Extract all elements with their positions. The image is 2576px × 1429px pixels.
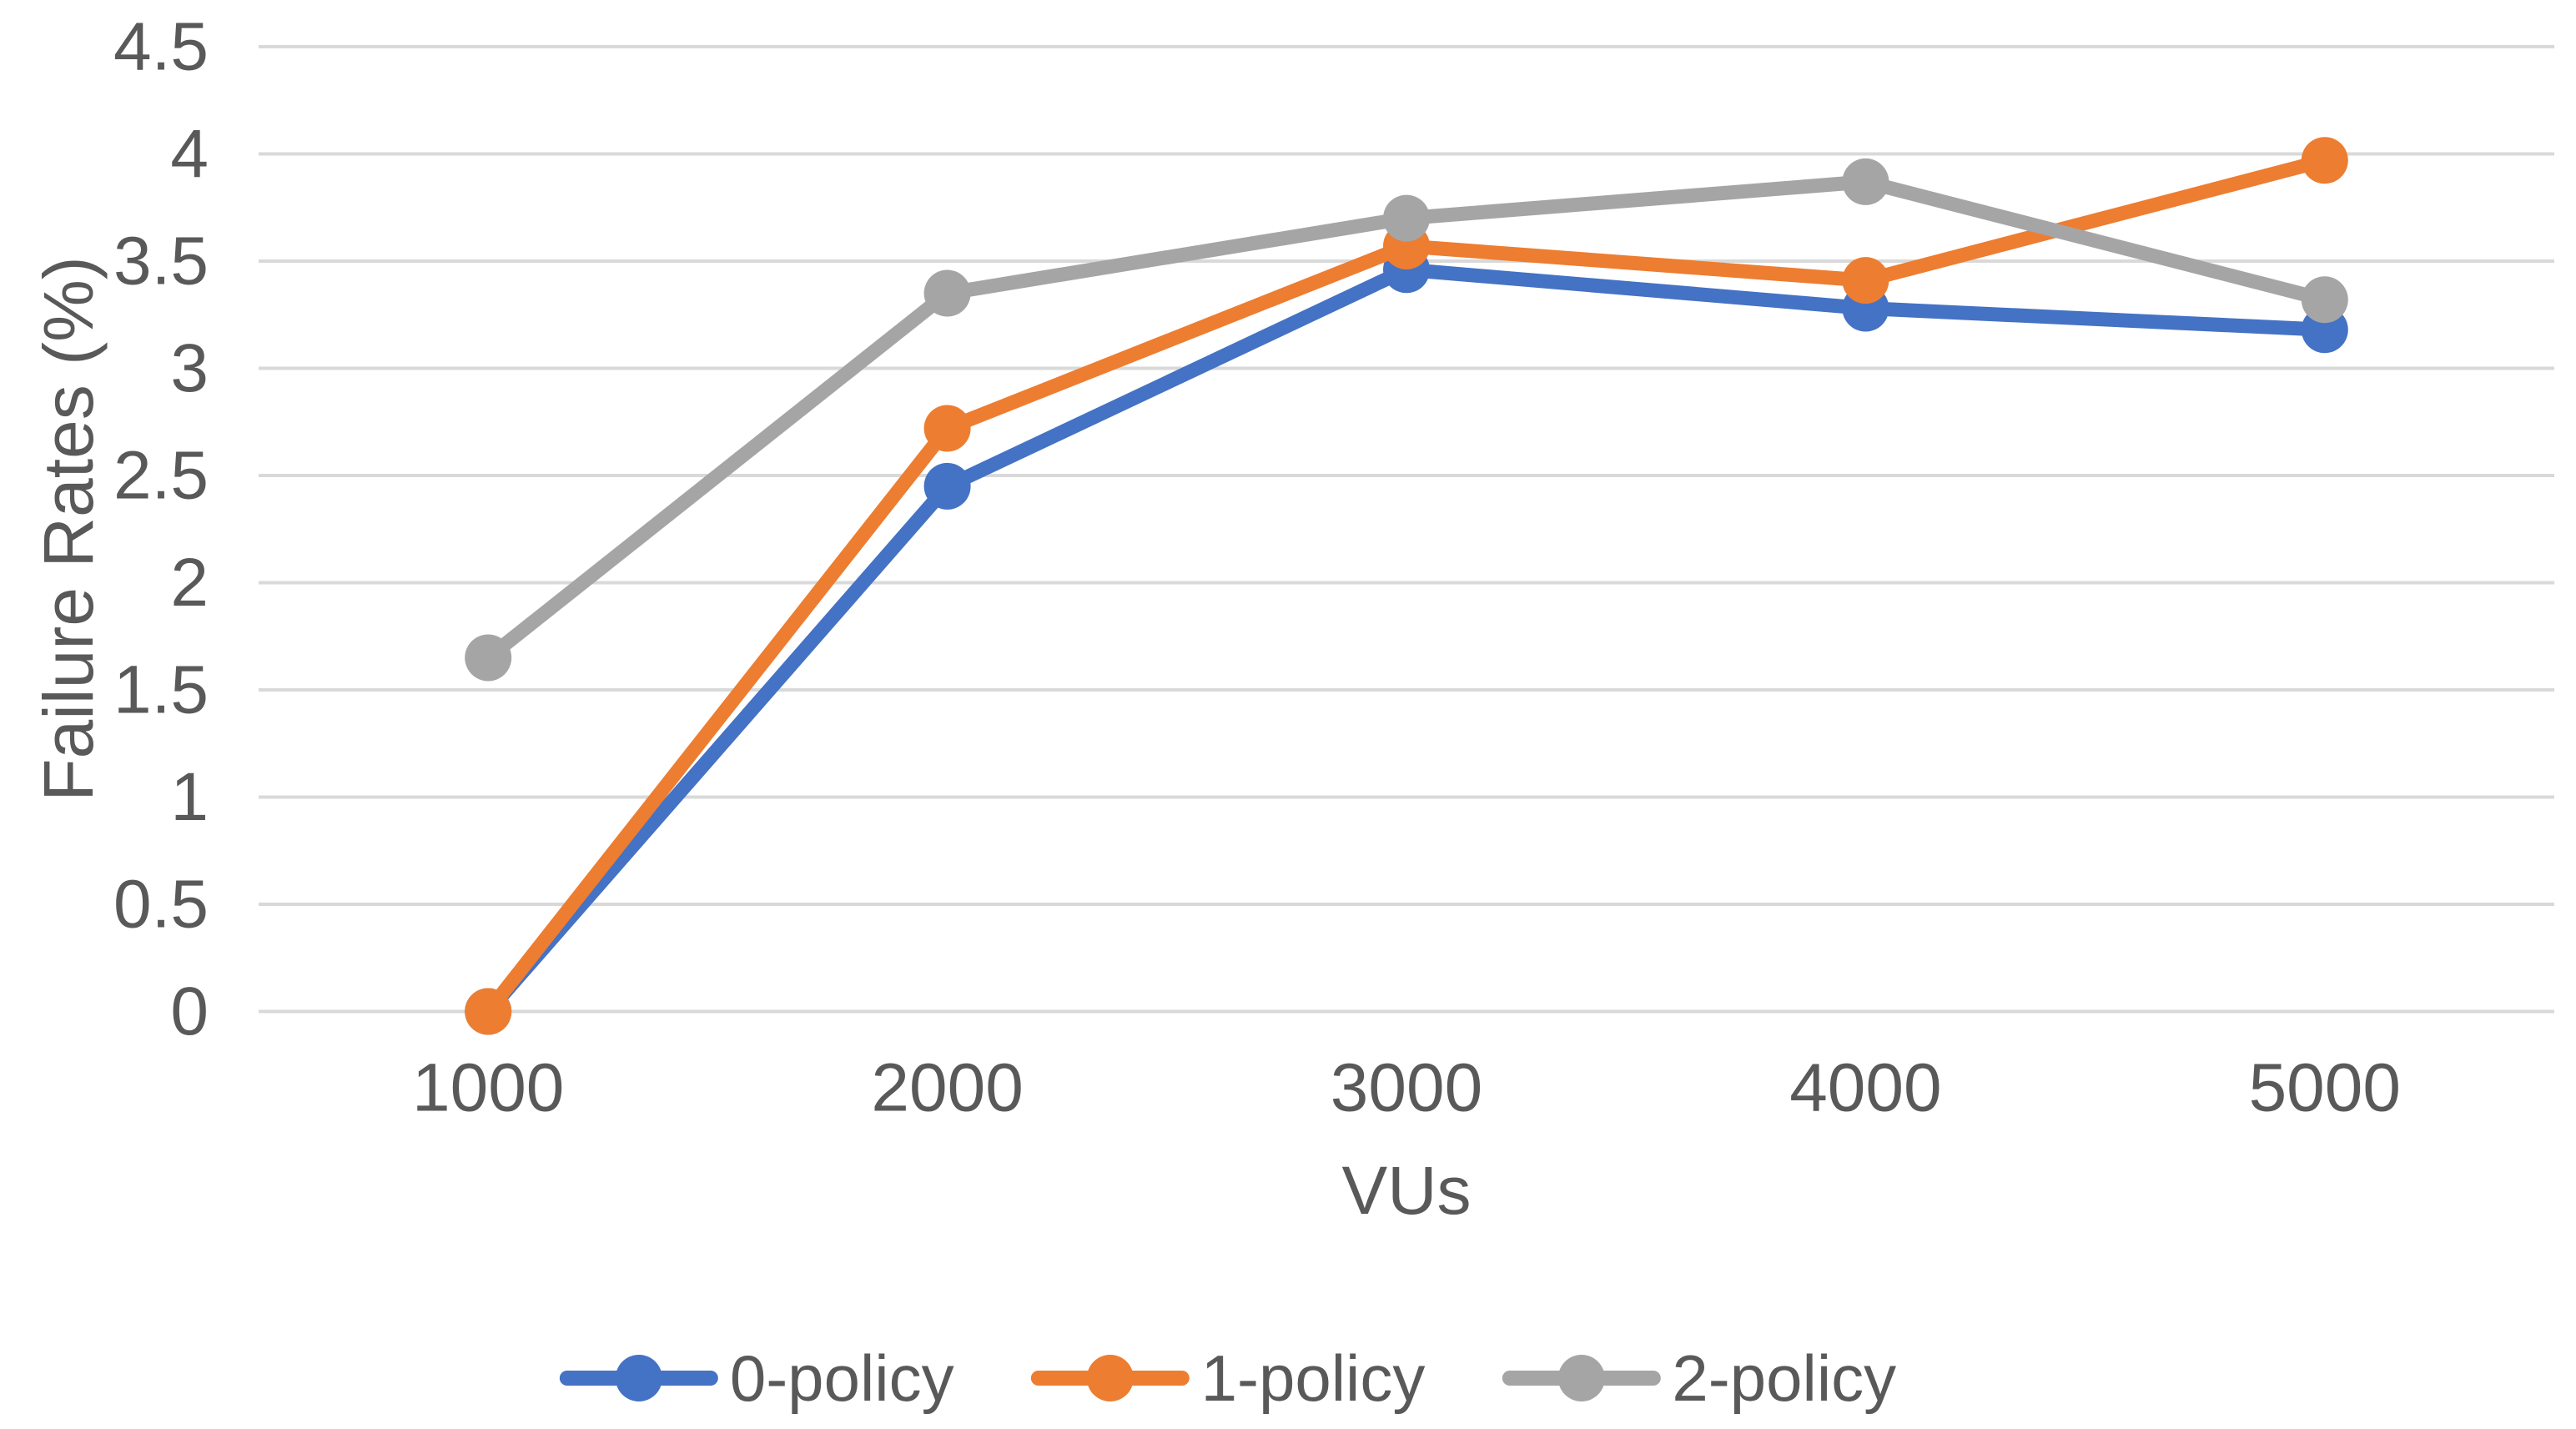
- y-axis-title: Failure Rates (%): [29, 256, 108, 802]
- x-tick-label: 2000: [871, 1050, 1023, 1126]
- x-tick-label: 4000: [1789, 1050, 1941, 1126]
- legend-item-0-policy: 0-policy: [559, 1341, 954, 1415]
- data-point: [923, 462, 971, 510]
- legend-marker-icon: [1030, 1354, 1190, 1402]
- data-point: [465, 634, 512, 682]
- y-tick-label: 2.5: [113, 438, 209, 514]
- data-point: [2301, 276, 2348, 324]
- x-tick-label: 3000: [1331, 1050, 1482, 1126]
- legend-dot-icon: [1557, 1355, 1605, 1401]
- data-point: [1383, 194, 1430, 242]
- data-point: [2301, 137, 2348, 184]
- data-point: [923, 405, 971, 452]
- legend: 0-policy 1-policy 2-policy: [559, 1341, 1896, 1415]
- y-tick-label: 4.5: [113, 9, 209, 85]
- legend-dot-icon: [1086, 1355, 1134, 1401]
- data-point: [1842, 257, 1889, 304]
- data-point: [923, 269, 971, 317]
- legend-label: 0-policy: [729, 1341, 954, 1415]
- y-tick-label: 1.5: [113, 652, 209, 728]
- legend-item-1-policy: 1-policy: [1030, 1341, 1426, 1415]
- legend-label: 2-policy: [1672, 1341, 1897, 1415]
- series-line-0-policy: [480, 262, 2332, 1019]
- y-tick-label: 4: [170, 116, 209, 192]
- legend-label: 1-policy: [1200, 1341, 1426, 1415]
- x-axis-title: VUs: [1341, 1153, 1472, 1229]
- y-tick-label: 3: [170, 330, 209, 406]
- legend-marker-icon: [1502, 1354, 1661, 1402]
- x-tick-label: 1000: [412, 1050, 564, 1126]
- legend-dot-icon: [615, 1355, 662, 1401]
- y-tick-label: 3.5: [113, 224, 209, 299]
- y-tick-label: 1: [170, 759, 209, 835]
- y-tick-label: 0: [170, 974, 209, 1049]
- legend-item-2-policy: 2-policy: [1502, 1346, 1896, 1411]
- x-tick-label: 5000: [2249, 1050, 2401, 1126]
- y-tick-label: 2: [170, 545, 209, 621]
- legend-marker-icon: [559, 1354, 718, 1402]
- data-point: [465, 988, 512, 1035]
- y-tick-label: 0.5: [113, 867, 209, 943]
- data-point: [1842, 158, 1889, 205]
